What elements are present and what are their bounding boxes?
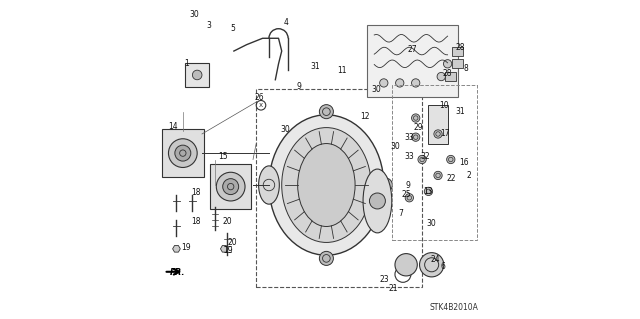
Text: 1: 1 xyxy=(184,59,189,68)
FancyBboxPatch shape xyxy=(452,47,463,56)
Circle shape xyxy=(434,171,442,180)
Text: 30: 30 xyxy=(280,125,290,134)
Text: 4: 4 xyxy=(284,18,288,27)
Text: 10: 10 xyxy=(440,101,449,110)
Text: 30: 30 xyxy=(427,219,436,228)
Text: 27: 27 xyxy=(408,45,417,54)
Text: 25: 25 xyxy=(401,190,411,199)
Circle shape xyxy=(412,79,420,87)
Text: 33: 33 xyxy=(404,152,414,161)
Text: 23: 23 xyxy=(379,275,388,284)
Circle shape xyxy=(420,253,444,277)
Text: 33: 33 xyxy=(404,133,414,142)
Circle shape xyxy=(405,194,413,202)
Text: 5: 5 xyxy=(230,24,236,33)
Text: 19: 19 xyxy=(181,243,191,252)
Text: 22: 22 xyxy=(446,174,456,183)
Circle shape xyxy=(444,60,452,68)
Circle shape xyxy=(434,130,442,138)
Polygon shape xyxy=(220,246,228,252)
Circle shape xyxy=(260,178,275,192)
Circle shape xyxy=(380,79,388,87)
Circle shape xyxy=(168,139,197,167)
Circle shape xyxy=(216,172,245,201)
Text: 8: 8 xyxy=(463,64,468,73)
Circle shape xyxy=(447,155,455,164)
Ellipse shape xyxy=(259,166,279,204)
Text: 6: 6 xyxy=(440,262,445,271)
Ellipse shape xyxy=(269,115,384,255)
Circle shape xyxy=(437,72,445,81)
Ellipse shape xyxy=(282,128,371,242)
Text: 30: 30 xyxy=(390,142,400,151)
FancyBboxPatch shape xyxy=(428,105,448,144)
Circle shape xyxy=(424,187,433,196)
Circle shape xyxy=(223,179,239,195)
Text: 31: 31 xyxy=(310,63,320,71)
Text: 18: 18 xyxy=(191,189,200,197)
Circle shape xyxy=(396,79,404,87)
Text: 24: 24 xyxy=(430,256,440,264)
Circle shape xyxy=(412,133,420,141)
Text: 17: 17 xyxy=(440,130,450,138)
FancyBboxPatch shape xyxy=(445,72,456,81)
Text: 3: 3 xyxy=(207,21,212,30)
FancyBboxPatch shape xyxy=(186,63,209,87)
Circle shape xyxy=(175,145,191,161)
Text: 19: 19 xyxy=(223,246,232,255)
Text: 26: 26 xyxy=(255,93,264,102)
Text: 7: 7 xyxy=(398,209,403,218)
Circle shape xyxy=(319,105,333,119)
Polygon shape xyxy=(173,246,180,252)
Text: 12: 12 xyxy=(360,112,370,121)
Circle shape xyxy=(378,178,392,192)
Text: 30: 30 xyxy=(371,85,381,94)
Text: STK4B2010A: STK4B2010A xyxy=(429,303,478,312)
Text: 29: 29 xyxy=(413,123,423,132)
FancyBboxPatch shape xyxy=(452,59,463,68)
FancyBboxPatch shape xyxy=(367,25,458,97)
Text: 16: 16 xyxy=(459,158,468,167)
Text: 11: 11 xyxy=(337,66,347,75)
Text: 20: 20 xyxy=(227,238,237,247)
Circle shape xyxy=(395,254,417,276)
Circle shape xyxy=(412,114,420,122)
FancyBboxPatch shape xyxy=(210,164,252,209)
Text: 9: 9 xyxy=(406,181,411,189)
Text: x: x xyxy=(259,102,263,108)
FancyBboxPatch shape xyxy=(162,129,204,177)
Circle shape xyxy=(319,251,333,265)
Text: FR.: FR. xyxy=(170,268,185,277)
Text: 21: 21 xyxy=(388,284,398,293)
Text: 18: 18 xyxy=(191,217,200,226)
Text: 28: 28 xyxy=(443,69,452,78)
Text: 28: 28 xyxy=(456,43,465,52)
Text: 31: 31 xyxy=(456,107,465,116)
Text: 2: 2 xyxy=(467,171,472,180)
Ellipse shape xyxy=(298,144,355,226)
Text: 30: 30 xyxy=(189,10,199,19)
Text: 32: 32 xyxy=(420,152,430,161)
Circle shape xyxy=(418,155,426,164)
Circle shape xyxy=(193,70,202,80)
Text: 15: 15 xyxy=(218,152,228,161)
Text: 14: 14 xyxy=(168,122,178,130)
Text: 13: 13 xyxy=(424,187,433,196)
Text: 20: 20 xyxy=(223,217,232,226)
Ellipse shape xyxy=(363,169,392,233)
Circle shape xyxy=(369,193,385,209)
Text: 9: 9 xyxy=(296,82,301,91)
